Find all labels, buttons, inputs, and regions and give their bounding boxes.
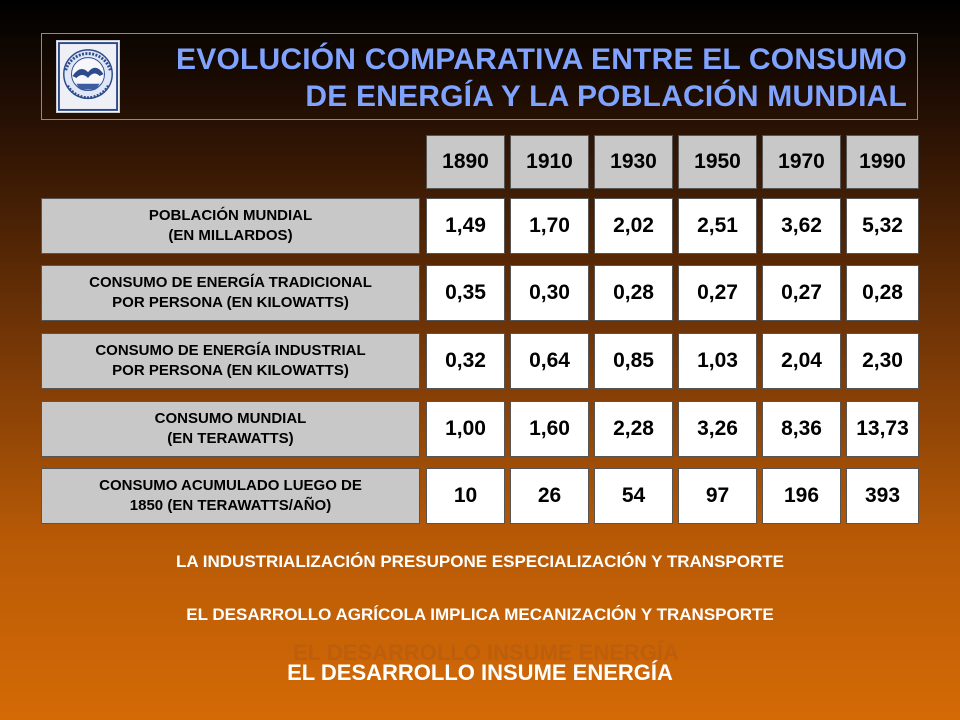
- row-label-consumo-acumulado: CONSUMO ACUMULADO LUEGO DE 1850 (EN TERAW…: [41, 468, 420, 524]
- conclusion-text: EL DESARROLLO INSUME ENERGÍA: [287, 660, 673, 685]
- value-cell: 97: [678, 468, 757, 524]
- value-cell: 5,32: [846, 198, 919, 254]
- value-cell: 2,02: [594, 198, 673, 254]
- year-header-1930: 1930: [594, 135, 673, 189]
- value-cell: 0,28: [846, 265, 919, 321]
- value-cell: 26: [510, 468, 589, 524]
- year-header-1970: 1970: [762, 135, 841, 189]
- title-line-1: EVOLUCIÓN COMPARATIVA ENTRE EL CONSUMO: [176, 43, 907, 76]
- value-cell: 1,49: [426, 198, 505, 254]
- conclusion-echo: EL DESARROLLO INSUME ENERGÍA: [293, 640, 679, 665]
- value-cell: 0,27: [762, 265, 841, 321]
- value-cell: 8,36: [762, 401, 841, 457]
- year-header-1910: 1910: [510, 135, 589, 189]
- row-label-line: POR PERSONA (EN KILOWATTS): [112, 362, 349, 379]
- row-label-energia-industrial: CONSUMO DE ENERGÍA INDUSTRIAL POR PERSONA…: [41, 333, 420, 389]
- value-cell: 0,32: [426, 333, 505, 389]
- row-label-line: CONSUMO ACUMULADO LUEGO DE: [99, 477, 362, 494]
- seal-graphic: [57, 42, 119, 111]
- row-label-line: (EN TERAWATTS): [167, 430, 294, 447]
- title-line-2: DE ENERGÍA Y LA POBLACIÓN MUNDIAL: [305, 80, 907, 113]
- value-cell: 1,60: [510, 401, 589, 457]
- value-cell: 0,35: [426, 265, 505, 321]
- row-label-line: POR PERSONA (EN KILOWATTS): [112, 294, 349, 311]
- row-label-poblacion: POBLACIÓN MUNDIAL (EN MILLARDOS): [41, 198, 420, 254]
- row-label-line: POBLACIÓN MUNDIAL: [148, 207, 313, 224]
- value-cell: 10: [426, 468, 505, 524]
- row-label-line: CONSUMO DE ENERGÍA INDUSTRIAL: [95, 342, 366, 359]
- value-cell: 1,70: [510, 198, 589, 254]
- year-header-1990: 1990: [846, 135, 919, 189]
- value-cell: 0,28: [594, 265, 673, 321]
- value-cell: 0,85: [594, 333, 673, 389]
- value-cell: 0,64: [510, 333, 589, 389]
- university-seal-icon: [56, 40, 120, 113]
- row-label-line: CONSUMO MUNDIAL: [154, 410, 307, 427]
- value-cell: 13,73: [846, 401, 919, 457]
- note-desarrollo-agricola: EL DESARROLLO AGRÍCOLA IMPLICA MECANIZAC…: [186, 605, 774, 624]
- value-cell: 3,26: [678, 401, 757, 457]
- value-cell: 2,30: [846, 333, 919, 389]
- title-box: EVOLUCIÓN COMPARATIVA ENTRE EL CONSUMO D…: [41, 33, 918, 120]
- value-cell: 54: [594, 468, 673, 524]
- value-cell: 0,30: [510, 265, 589, 321]
- row-label-line: 1850 (EN TERAWATTS/AÑO): [129, 497, 332, 514]
- row-label-energia-tradicional: CONSUMO DE ENERGÍA TRADICIONAL POR PERSON…: [41, 265, 420, 321]
- note-industrializacion: LA INDUSTRIALIZACIÓN PRESUPONE ESPECIALI…: [176, 552, 784, 571]
- year-header-1890: 1890: [426, 135, 505, 189]
- value-cell: 3,62: [762, 198, 841, 254]
- value-cell: 2,28: [594, 401, 673, 457]
- row-label-consumo-mundial: CONSUMO MUNDIAL (EN TERAWATTS): [41, 401, 420, 457]
- page-title: EVOLUCIÓN COMPARATIVA ENTRE EL CONSUMO D…: [137, 41, 907, 115]
- year-header-1950: 1950: [678, 135, 757, 189]
- value-cell: 393: [846, 468, 919, 524]
- conclusion-block: EL DESARROLLO INSUME ENERGÍA EL DESARROL…: [0, 640, 960, 688]
- value-cell: 1,00: [426, 401, 505, 457]
- row-label-line: (EN MILLARDOS): [168, 227, 293, 244]
- value-cell: 196: [762, 468, 841, 524]
- value-cell: 0,27: [678, 265, 757, 321]
- value-cell: 2,51: [678, 198, 757, 254]
- value-cell: 1,03: [678, 333, 757, 389]
- value-cell: 2,04: [762, 333, 841, 389]
- row-label-line: CONSUMO DE ENERGÍA TRADICIONAL: [89, 274, 372, 291]
